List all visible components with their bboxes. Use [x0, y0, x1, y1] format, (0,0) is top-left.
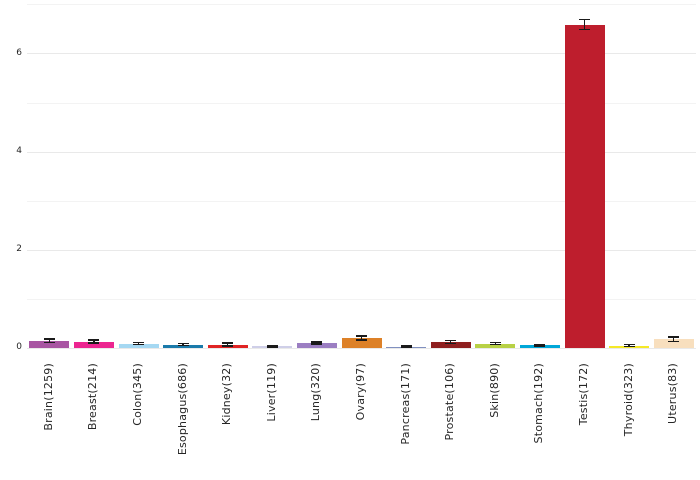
x-axis: Brain(1259) Breast(214) Colon(345) Esophagu…	[27, 363, 696, 478]
error-bar	[93, 340, 95, 344]
error-bar-cap	[534, 343, 546, 346]
error-bar-cap	[400, 346, 412, 348]
bar-colon	[118, 343, 159, 348]
error-bar-cap	[356, 335, 367, 338]
x-tick-label: Lung(320)	[309, 363, 323, 422]
error-bar-cap	[579, 28, 590, 31]
error-bar-cap	[445, 342, 457, 345]
error-bar-cap	[445, 339, 457, 342]
x-tick-label: Ovary(97)	[354, 363, 367, 421]
gridline-y0	[27, 347, 696, 349]
error-bar-cap	[133, 341, 144, 344]
bar-uterus	[653, 339, 694, 348]
error-bar-cap	[177, 344, 189, 347]
error-bar	[672, 336, 675, 342]
error-bar	[137, 342, 140, 345]
x-tick-label: Testis(172)	[577, 363, 590, 426]
bar-testis	[564, 24, 605, 348]
bar-breast	[73, 341, 114, 348]
error-bar	[182, 343, 184, 346]
gridline-y7	[27, 4, 696, 6]
x-tick-label: Liver(119)	[264, 363, 278, 422]
gridline-y2	[27, 249, 696, 251]
y-tick-label: 0	[16, 342, 22, 352]
x-tick-label: Uterus(83)	[666, 363, 680, 424]
gridline-y6	[27, 53, 696, 55]
error-bar-cap	[133, 343, 144, 346]
x-tick-label: Brain(1259)	[41, 363, 55, 431]
error-bar-cap	[266, 344, 278, 347]
x-tick-label: Thyroid(323)	[621, 363, 635, 437]
error-bar	[494, 342, 497, 345]
x-tick-label: Pancreas(171)	[398, 363, 412, 445]
error-bar-cap	[356, 339, 367, 341]
bar-ovary	[341, 338, 382, 348]
bar-prostate	[430, 342, 471, 348]
error-bar-cap	[489, 341, 501, 344]
error-bar-cap	[668, 340, 680, 343]
x-tick-label: Kidney(32)	[220, 363, 234, 426]
error-bar-cap	[43, 337, 55, 340]
gridline-y3	[27, 200, 696, 202]
error-bar	[316, 342, 318, 345]
error-bar-cap	[668, 335, 680, 338]
error-bar-cap	[623, 345, 635, 348]
x-tick-label: Prostate(106)	[443, 363, 457, 441]
error-bar	[583, 19, 586, 30]
error-bar-cap	[400, 345, 412, 347]
x-tick-label: Esophagus(686)	[175, 363, 189, 456]
error-bar	[628, 344, 630, 347]
x-tick-label: Colon(345)	[131, 363, 144, 426]
x-tick-label: Skin(890)	[487, 363, 501, 418]
error-bar-cap	[311, 343, 323, 345]
error-bar	[449, 340, 452, 344]
error-bar-cap	[222, 345, 234, 347]
gridline-y1	[27, 298, 696, 300]
error-bar-cap	[177, 342, 189, 345]
y-tick-label: 6	[16, 47, 22, 58]
error-bar-cap	[311, 341, 323, 343]
bar-brain	[29, 340, 70, 348]
error-bar-cap	[222, 342, 234, 344]
error-bar-cap	[489, 343, 501, 346]
gridline-y4	[27, 151, 696, 153]
y-tick-label: 4	[16, 146, 22, 156]
y-axis: 0 2 4 6	[0, 4, 24, 352]
error-bar-cap	[623, 343, 635, 346]
error-bar-cap	[88, 342, 100, 344]
y-tick-label: 2	[16, 244, 22, 254]
error-bar-cap	[43, 341, 55, 344]
error-bar-cap	[88, 339, 100, 341]
gridline-y5	[27, 102, 696, 104]
error-bar	[360, 336, 363, 341]
error-bar	[48, 338, 51, 343]
x-tick-label: Stomach(192)	[532, 363, 546, 444]
error-bar-cap	[266, 345, 278, 348]
error-bar	[226, 343, 229, 347]
error-bar-cap	[534, 345, 546, 347]
plot-area	[27, 4, 696, 349]
x-tick-label: Breast(214)	[86, 363, 100, 431]
bar-lung	[296, 343, 337, 348]
bar-skin	[475, 343, 516, 348]
error-bar-cap	[579, 18, 590, 21]
